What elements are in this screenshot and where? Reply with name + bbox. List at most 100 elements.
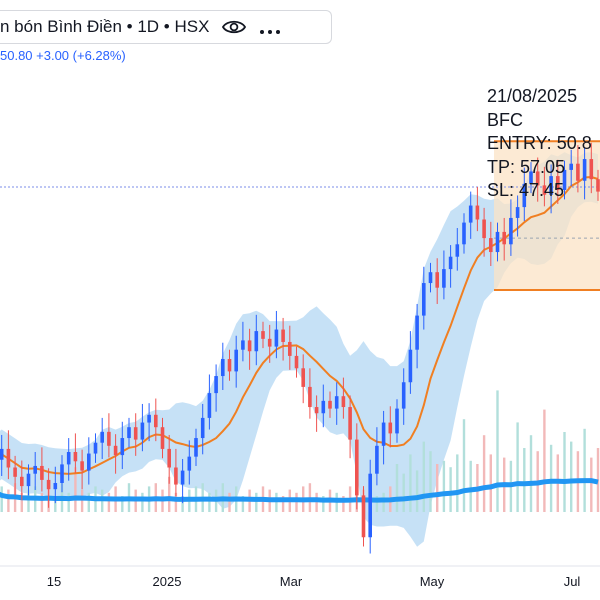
x-tick-label: May (420, 574, 445, 589)
volume-bar (395, 464, 399, 512)
candle-body (26, 473, 31, 487)
x-tick-label: Jul (564, 574, 581, 589)
candle-body (66, 452, 71, 465)
band-area (0, 152, 598, 547)
candle-body (60, 464, 64, 483)
signal-annotation: 21/08/2025 BFC ENTRY: 50.8 TP: 57.05 SL:… (487, 85, 592, 203)
volume-bar (442, 460, 446, 512)
candle-body (401, 382, 406, 409)
symbol-title: n bón Bình Điền • 1D • HSX (0, 17, 210, 36)
candle-body (462, 222, 466, 245)
volume-bar (409, 454, 412, 512)
candle-body (482, 219, 486, 239)
candle-body (328, 400, 332, 409)
volume-bar (469, 460, 472, 512)
candle-body (455, 244, 460, 257)
candle-body (502, 231, 506, 245)
more-options-icon[interactable] (259, 23, 281, 34)
candle-body (368, 473, 372, 538)
candle-body (80, 461, 84, 471)
volume-bar (181, 496, 184, 512)
candle-body (221, 359, 225, 377)
candle-body (535, 171, 540, 186)
candle-body (576, 163, 580, 181)
volume-bar (415, 470, 419, 512)
candle-body (395, 408, 399, 434)
candle-body (174, 467, 178, 485)
candle-body (120, 438, 125, 456)
candle-body (509, 217, 513, 245)
candle-body (596, 179, 600, 192)
candle-body (0, 448, 4, 460)
eye-icon[interactable] (221, 17, 247, 37)
volume-bar (523, 448, 526, 512)
volume-bar (107, 492, 111, 512)
candle-body (20, 476, 24, 487)
volume-bar (456, 454, 459, 512)
volume-bar (67, 492, 70, 512)
volume-bar (315, 492, 318, 512)
volume-bar (496, 390, 499, 512)
candle-body (46, 479, 51, 490)
candle-body (556, 176, 560, 191)
candle-body (294, 355, 299, 369)
volume-bar (27, 489, 30, 512)
candle-body (308, 386, 312, 408)
volume-bar (516, 422, 519, 512)
candle-body (247, 340, 252, 352)
volume-bar (141, 492, 144, 512)
candle-body (475, 205, 480, 220)
signal-zone (494, 140, 600, 292)
signal-zone-fill (494, 141, 600, 291)
volume-bar (482, 435, 486, 512)
candle-body (569, 163, 573, 170)
candle-body (422, 283, 426, 316)
candle-body (254, 331, 259, 352)
volume-bar (322, 496, 325, 512)
bollinger-band (0, 152, 598, 547)
volume-bar (529, 435, 533, 512)
volume-bar (208, 492, 211, 512)
volume-bar (228, 492, 231, 512)
candle-body (261, 331, 265, 339)
volume-bar (563, 432, 566, 512)
candle-body (415, 315, 419, 350)
volume-bar (570, 441, 573, 512)
candle-body (147, 414, 151, 423)
candle-body (40, 465, 44, 480)
volume-bar (436, 464, 439, 512)
volume-bar (449, 467, 452, 512)
candle-body (267, 338, 272, 347)
candle-body (241, 340, 245, 350)
candle-body (73, 452, 78, 462)
candle-body (207, 393, 212, 418)
volume-bar (168, 476, 171, 512)
candle-body (529, 171, 533, 184)
signal-symbol: BFC (487, 109, 523, 130)
volume-bar (74, 467, 77, 512)
signal-entry: ENTRY: 50.8 (487, 133, 592, 153)
volume-ma-line (0, 478, 599, 503)
candle-body (381, 422, 386, 446)
x-tick-label: Mar (280, 574, 303, 589)
volume-bar (241, 496, 245, 512)
volume-bar (375, 496, 379, 512)
candle-body (348, 407, 352, 440)
candle-body (53, 483, 58, 490)
volume-bar (275, 492, 278, 512)
candle-body (495, 231, 500, 253)
volume-bar (87, 492, 90, 512)
candle-body (334, 396, 339, 409)
candle-body (6, 448, 11, 468)
candle-body (589, 159, 594, 180)
candle-body (428, 272, 433, 284)
candle-body (13, 467, 17, 477)
volume-bar (402, 473, 405, 512)
volume-bar (429, 451, 432, 512)
candle-body (100, 431, 104, 443)
candle-body (582, 159, 587, 181)
candle-body (435, 272, 439, 288)
symbol-header[interactable]: n bón Bình Điền • 1D • HSX (0, 10, 332, 44)
candle-body (33, 465, 37, 474)
